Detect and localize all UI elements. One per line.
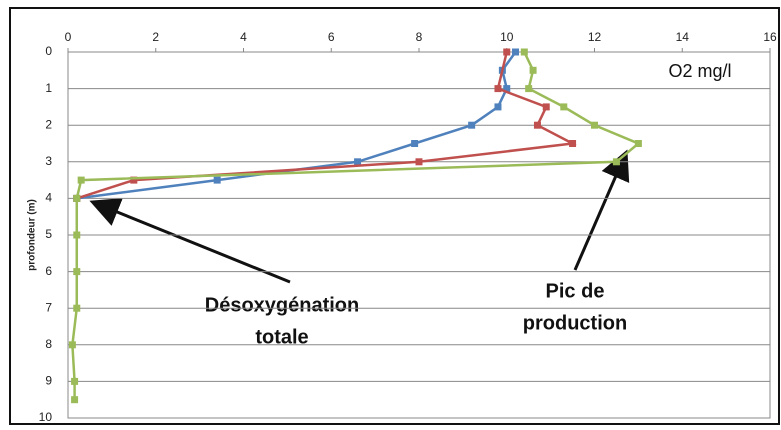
y-tick-label: 4 [45, 191, 52, 205]
y-tick-label: 0 [45, 44, 52, 58]
x-tick-label: 4 [240, 30, 247, 44]
y-tick-label: 10 [39, 410, 53, 424]
data-point [520, 48, 528, 56]
data-point [533, 121, 541, 129]
data-point [411, 140, 419, 147]
data-point [529, 66, 537, 74]
data-point [68, 341, 76, 349]
x-tick-label: 14 [676, 30, 690, 44]
y-tick-label: 8 [45, 337, 52, 351]
x-label: O2 mg/l [668, 61, 731, 81]
annotation: Pic de [546, 280, 605, 302]
data-point [73, 231, 81, 239]
data-point [560, 103, 568, 111]
x-tick-label: 16 [763, 30, 777, 44]
y-tick-label: 9 [45, 374, 52, 388]
data-point [73, 194, 81, 202]
frame [9, 7, 780, 425]
data-point [494, 85, 502, 93]
data-point [612, 158, 620, 166]
data-point [213, 176, 221, 184]
data-point [542, 103, 550, 111]
x-tick-label: 8 [416, 30, 423, 44]
annotation: production [523, 312, 627, 334]
data-point [634, 140, 642, 147]
x-tick-label: 6 [328, 30, 335, 44]
data-point [503, 85, 511, 93]
data-point [77, 176, 85, 184]
arrow [89, 198, 291, 284]
arrow [573, 149, 630, 271]
data-point [468, 121, 476, 129]
y-tick-label: 7 [45, 300, 52, 314]
data-point [73, 268, 81, 276]
data-point [525, 85, 533, 93]
y-tick-label: 6 [45, 264, 52, 278]
y-label: profondeur (m) [27, 199, 38, 271]
data-point [569, 140, 577, 147]
x-tick-label: 0 [65, 30, 72, 44]
annotation: totale [255, 326, 308, 348]
data-point [512, 48, 520, 56]
y-tick-label: 1 [45, 81, 52, 95]
data-point [503, 48, 511, 56]
data-point [354, 158, 362, 166]
data-point [73, 304, 81, 312]
data-point [71, 396, 79, 404]
data-point [591, 121, 598, 129]
y-tick-label: 2 [45, 117, 52, 131]
annotation: Désoxygénation [205, 294, 359, 316]
x-tick-label: 2 [152, 30, 159, 44]
y-tick-label: 5 [45, 227, 52, 241]
x-tick-label: 10 [500, 30, 514, 44]
data-point [415, 158, 423, 166]
data-point [130, 176, 138, 184]
data-point [71, 377, 79, 385]
y-tick-label: 3 [45, 154, 52, 168]
x-tick-label: 12 [588, 30, 602, 44]
data-point [494, 103, 502, 111]
